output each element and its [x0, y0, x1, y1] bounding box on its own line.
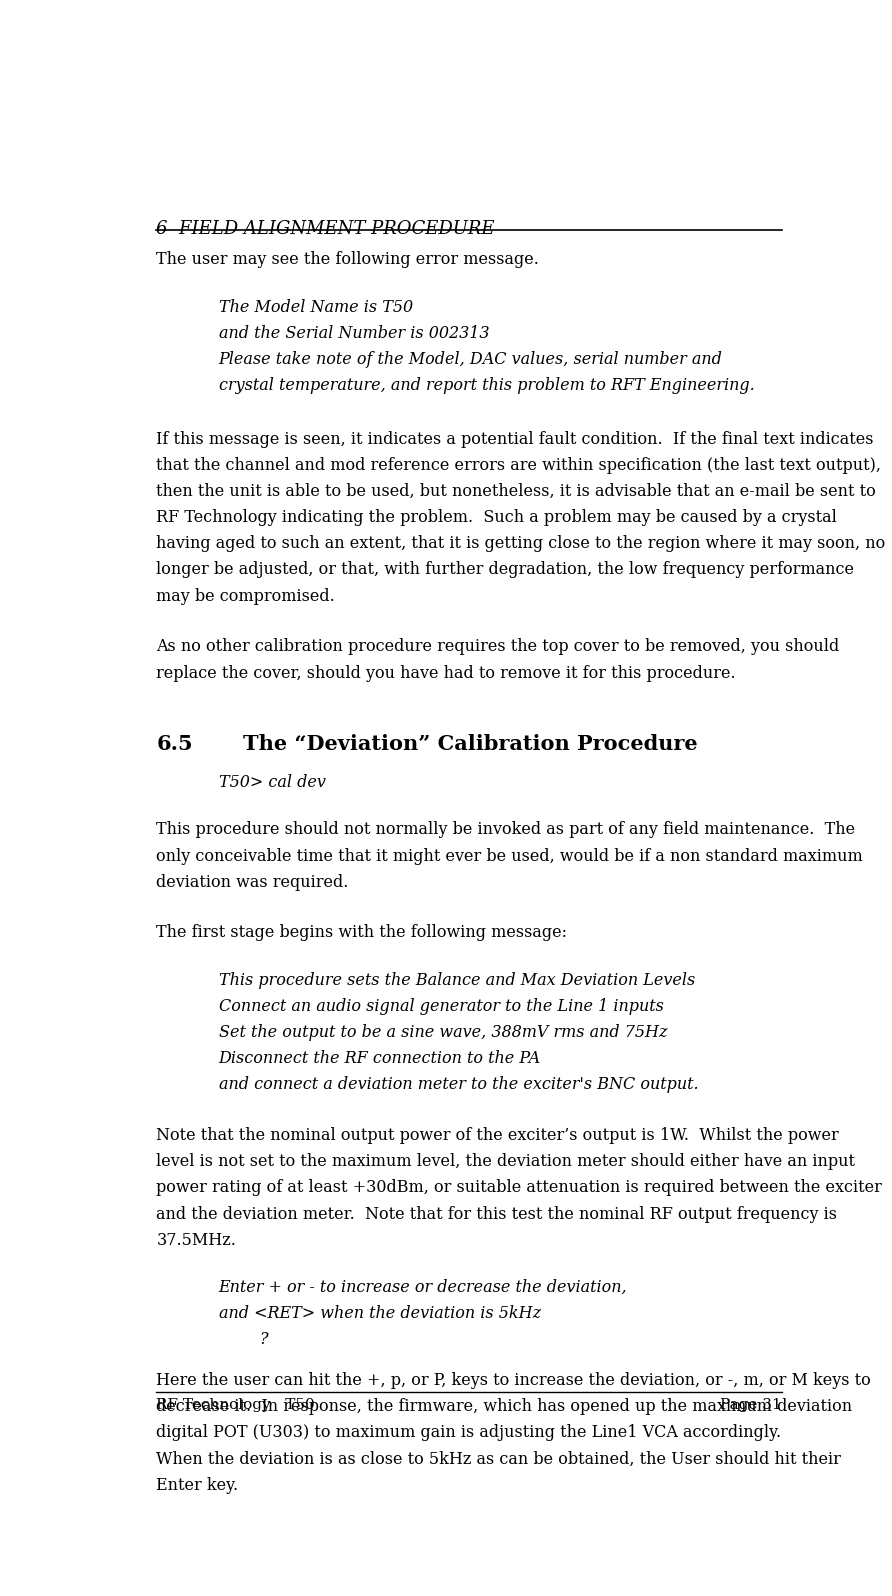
Text: only conceivable time that it might ever be used, would be if a non standard max: only conceivable time that it might ever… — [156, 847, 863, 865]
Text: that the channel and mod reference errors are within specification (the last tex: that the channel and mod reference error… — [156, 456, 881, 474]
Text: The Model Name is T50: The Model Name is T50 — [219, 298, 413, 316]
Text: This procedure sets the Balance and Max Deviation Levels: This procedure sets the Balance and Max … — [219, 972, 695, 988]
Text: may be compromised.: may be compromised. — [156, 587, 335, 605]
Text: level is not set to the maximum level, the deviation meter should either have an: level is not set to the maximum level, t… — [156, 1154, 855, 1170]
Text: 6  FIELD ALIGNMENT PROCEDURE: 6 FIELD ALIGNMENT PROCEDURE — [156, 220, 495, 238]
Text: then the unit is able to be used, but nonetheless, it is advisable that an e-mai: then the unit is able to be used, but no… — [156, 484, 876, 500]
Text: When the deviation is as close to 5kHz as can be obtained, the User should hit t: When the deviation is as close to 5kHz a… — [156, 1451, 841, 1468]
Text: The user may see the following error message.: The user may see the following error mes… — [156, 251, 540, 268]
Text: deviation was required.: deviation was required. — [156, 873, 349, 891]
Text: replace the cover, should you have had to remove it for this procedure.: replace the cover, should you have had t… — [156, 664, 736, 681]
Text: RF Technology indicating the problem.  Such a problem may be caused by a crystal: RF Technology indicating the problem. Su… — [156, 509, 838, 527]
Text: This procedure should not normally be invoked as part of any field maintenance. : This procedure should not normally be in… — [156, 822, 855, 838]
Text: T50> cal dev: T50> cal dev — [219, 774, 326, 792]
Text: ?: ? — [219, 1331, 268, 1349]
Text: The “Deviation” Calibration Procedure: The “Deviation” Calibration Procedure — [243, 734, 698, 753]
Text: digital POT (U303) to maximum gain is adjusting the Line1 VCA accordingly.: digital POT (U303) to maximum gain is ad… — [156, 1424, 781, 1441]
Text: Disconnect the RF connection to the PA: Disconnect the RF connection to the PA — [219, 1050, 541, 1068]
Text: If this message is seen, it indicates a potential fault condition.  If the final: If this message is seen, it indicates a … — [156, 431, 874, 447]
Text: Please take note of the Model, DAC values, serial number and: Please take note of the Model, DAC value… — [219, 351, 723, 369]
Text: 37.5MHz.: 37.5MHz. — [156, 1232, 236, 1248]
Text: Set the output to be a sine wave, 388mV rms and 75Hz: Set the output to be a sine wave, 388mV … — [219, 1025, 667, 1041]
Text: and connect a deviation meter to the exciter's BNC output.: and connect a deviation meter to the exc… — [219, 1076, 698, 1093]
Text: Enter + or - to increase or decrease the deviation,: Enter + or - to increase or decrease the… — [219, 1278, 627, 1296]
Text: power rating of at least +30dBm, or suitable attenuation is required between the: power rating of at least +30dBm, or suit… — [156, 1179, 882, 1197]
Text: and the deviation meter.  Note that for this test the nominal RF output frequenc: and the deviation meter. Note that for t… — [156, 1205, 838, 1223]
Text: 6.5: 6.5 — [156, 734, 193, 753]
Text: Enter key.: Enter key. — [156, 1476, 238, 1494]
Text: Page 31: Page 31 — [721, 1398, 782, 1412]
Text: and <RET> when the deviation is 5kHz: and <RET> when the deviation is 5kHz — [219, 1306, 541, 1321]
Text: longer be adjusted, or that, with further degradation, the low frequency perform: longer be adjusted, or that, with furthe… — [156, 562, 855, 578]
Text: crystal temperature, and report this problem to RFT Engineering.: crystal temperature, and report this pro… — [219, 377, 755, 394]
Text: decrease it.  In response, the firmware, which has opened up the maximum deviati: decrease it. In response, the firmware, … — [156, 1398, 853, 1416]
Text: Connect an audio signal generator to the Line 1 inputs: Connect an audio signal generator to the… — [219, 998, 664, 1015]
Text: The first stage begins with the following message:: The first stage begins with the followin… — [156, 924, 567, 942]
Text: and the Serial Number is 002313: and the Serial Number is 002313 — [219, 326, 489, 342]
Text: Here the user can hit the +, p, or P, keys to increase the deviation, or -, m, o: Here the user can hit the +, p, or P, ke… — [156, 1373, 871, 1389]
Text: As no other calibration procedure requires the top cover to be removed, you shou: As no other calibration procedure requir… — [156, 638, 839, 656]
Text: having aged to such an extent, that it is getting close to the region where it m: having aged to such an extent, that it i… — [156, 535, 886, 552]
Text: Note that the nominal output power of the exciter’s output is 1W.  Whilst the po: Note that the nominal output power of th… — [156, 1127, 839, 1144]
Text: RF Technology   T50: RF Technology T50 — [156, 1398, 315, 1412]
